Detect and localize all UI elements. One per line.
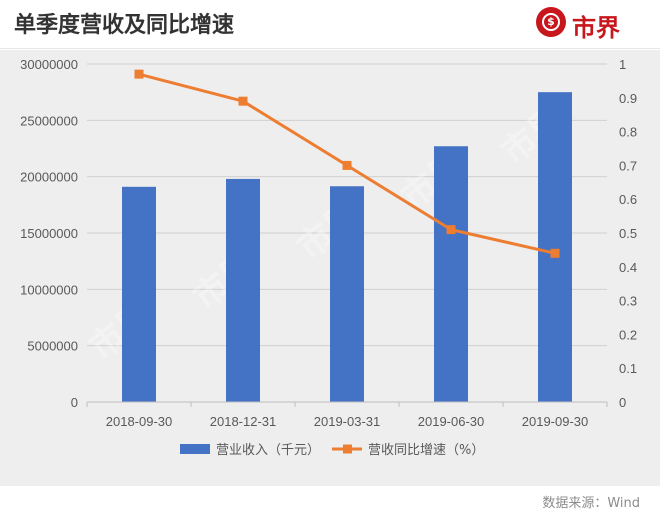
title-divider xyxy=(0,48,660,49)
y-tick-label: 15000000 xyxy=(20,226,78,241)
y2-tick-label: 0.7 xyxy=(619,158,637,173)
brand-logo: $ 市界 xyxy=(536,6,632,42)
y2-tick-label: 0.8 xyxy=(619,125,637,140)
y2-tick-label: 0.1 xyxy=(619,361,637,376)
line-marker xyxy=(446,225,456,235)
x-tick-label: 2019-09-30 xyxy=(522,414,589,429)
logo-mark-icon: $ xyxy=(536,7,566,37)
line-marker xyxy=(134,69,144,79)
line-marker xyxy=(550,248,560,258)
y2-tick-label: 0.5 xyxy=(619,226,637,241)
y-tick-label: 10000000 xyxy=(20,282,78,297)
y-tick-label: 0 xyxy=(71,395,78,410)
legend-line-marker xyxy=(343,444,352,454)
y-tick-label: 5000000 xyxy=(27,339,78,354)
y-tick-label: 30000000 xyxy=(20,57,78,72)
x-tick-label: 2018-12-31 xyxy=(210,414,277,429)
y2-tick-label: 0 xyxy=(619,395,626,410)
y2-tick-label: 0.6 xyxy=(619,192,637,207)
y2-tick-label: 0.3 xyxy=(619,294,637,309)
bar xyxy=(330,186,364,402)
x-tick-label: 2019-06-30 xyxy=(418,414,485,429)
legend-bar-swatch xyxy=(180,444,210,454)
bar xyxy=(122,186,156,402)
logo-text: 市界 xyxy=(572,14,620,42)
line-marker xyxy=(342,160,352,170)
y2-tick-label: 0.2 xyxy=(619,327,637,342)
chart-panel: 市界 市界 市界 市界 市界 0 5000000 10000000 15000000 20000… xyxy=(0,50,660,486)
x-tick-label: 2019-03-31 xyxy=(314,414,381,429)
source-note: 数据来源：Wind xyxy=(542,496,640,511)
line-marker xyxy=(238,96,248,106)
legend-label: 营收同比增速（%） xyxy=(368,443,484,458)
y2-tick-label: 0.4 xyxy=(619,260,637,275)
y-tick-label: 25000000 xyxy=(20,113,78,128)
bar xyxy=(538,92,572,402)
y-tick-label: 20000000 xyxy=(20,170,78,185)
page-title: 单季度营收及同比增速 xyxy=(14,13,235,38)
bar xyxy=(434,146,468,402)
y2-tick-label: 0.9 xyxy=(619,91,637,106)
bar xyxy=(226,178,260,402)
legend-label: 营业收入（千元） xyxy=(216,443,320,458)
y2-tick-label: 1 xyxy=(619,57,626,72)
x-tick-label: 2018-09-30 xyxy=(106,414,173,429)
